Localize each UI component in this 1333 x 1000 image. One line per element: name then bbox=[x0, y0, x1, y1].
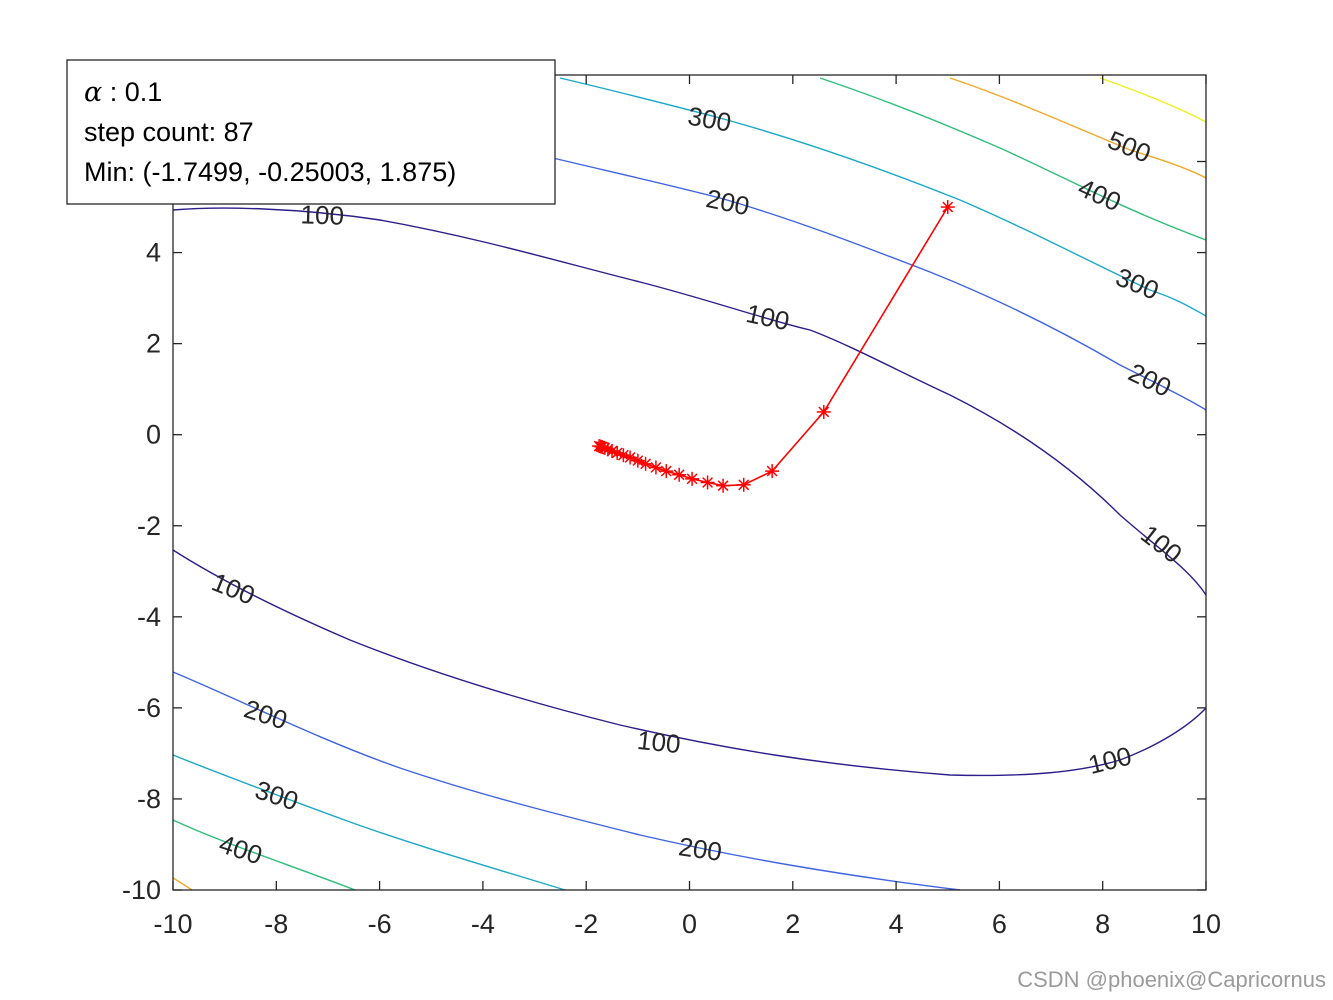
y-tick-label: 0 bbox=[146, 420, 161, 450]
descent-path-point bbox=[685, 471, 700, 486]
x-tick-label: -8 bbox=[264, 909, 288, 939]
descent-path-point bbox=[623, 450, 638, 465]
x-tick-label: -6 bbox=[368, 909, 392, 939]
descent-path-point bbox=[816, 404, 831, 419]
descent-path-point bbox=[648, 460, 663, 475]
descent-path-point bbox=[592, 439, 607, 454]
annotation-alpha: α : 0.1 bbox=[84, 77, 162, 108]
descent-path-point bbox=[736, 477, 751, 492]
descent-path-point bbox=[659, 464, 674, 479]
contour-line-100-lower bbox=[172, 549, 1207, 777]
x-axis: -10 -8 -6 -4 -2 0 2 4 6 8 10 bbox=[153, 75, 1221, 939]
descent-path-point bbox=[716, 478, 731, 493]
descent-path-point bbox=[672, 467, 687, 482]
y-tick-label: -6 bbox=[137, 693, 161, 723]
contour-line-600 bbox=[1099, 77, 1207, 123]
contour-line-500-corner bbox=[172, 877, 193, 891]
contour-line-200-upper bbox=[519, 149, 1207, 411]
descent-path-point bbox=[765, 464, 780, 479]
watermark: CSDN @phoenix@Capricornus bbox=[1017, 967, 1326, 992]
x-tick-label: 8 bbox=[1095, 909, 1110, 939]
contour-line-400-lower bbox=[172, 819, 356, 891]
y-tick-label: 4 bbox=[146, 238, 161, 268]
x-tick-label: 6 bbox=[992, 909, 1007, 939]
contour-line-300-upper bbox=[559, 77, 1207, 317]
contour-line-500 bbox=[949, 77, 1207, 179]
x-tick-label: 0 bbox=[682, 909, 697, 939]
contour-line-400-upper bbox=[819, 77, 1207, 241]
y-tick-label: -8 bbox=[137, 784, 161, 814]
x-tick-label: 2 bbox=[785, 909, 800, 939]
contour-line-200-lower bbox=[172, 671, 961, 891]
y-tick-label: -4 bbox=[137, 602, 161, 632]
y-tick-label: -2 bbox=[137, 511, 161, 541]
descent-path-point bbox=[940, 200, 955, 215]
contour-label: 100 bbox=[636, 725, 682, 759]
descent-path-point bbox=[700, 475, 715, 490]
annotation-box: α : 0.1 step count: 87 Min: (-1.7499, -0… bbox=[66, 59, 556, 205]
x-tick-label: -4 bbox=[471, 909, 495, 939]
x-tick-label: 4 bbox=[889, 909, 904, 939]
contour-label: 200 bbox=[677, 831, 724, 867]
annotation-step-count: step count: 87 bbox=[84, 117, 254, 147]
contour-line-300-lower bbox=[172, 754, 566, 891]
descent-path-layer bbox=[592, 200, 955, 493]
y-tick-label: -10 bbox=[122, 875, 161, 905]
alpha-value: : 0.1 bbox=[102, 77, 162, 107]
x-tick-label: -10 bbox=[153, 909, 192, 939]
x-tick-label: 10 bbox=[1191, 909, 1221, 939]
x-tick-label: -2 bbox=[574, 909, 598, 939]
y-tick-label: 2 bbox=[146, 329, 161, 359]
contour-label: 300 bbox=[686, 101, 734, 138]
annotation-min: Min: (-1.7499, -0.25003, 1.875) bbox=[84, 157, 456, 187]
contour-lines bbox=[172, 77, 1207, 891]
annotation-background bbox=[66, 59, 556, 205]
contour-line-100-upper bbox=[172, 207, 1207, 596]
alpha-symbol: α bbox=[84, 77, 102, 108]
